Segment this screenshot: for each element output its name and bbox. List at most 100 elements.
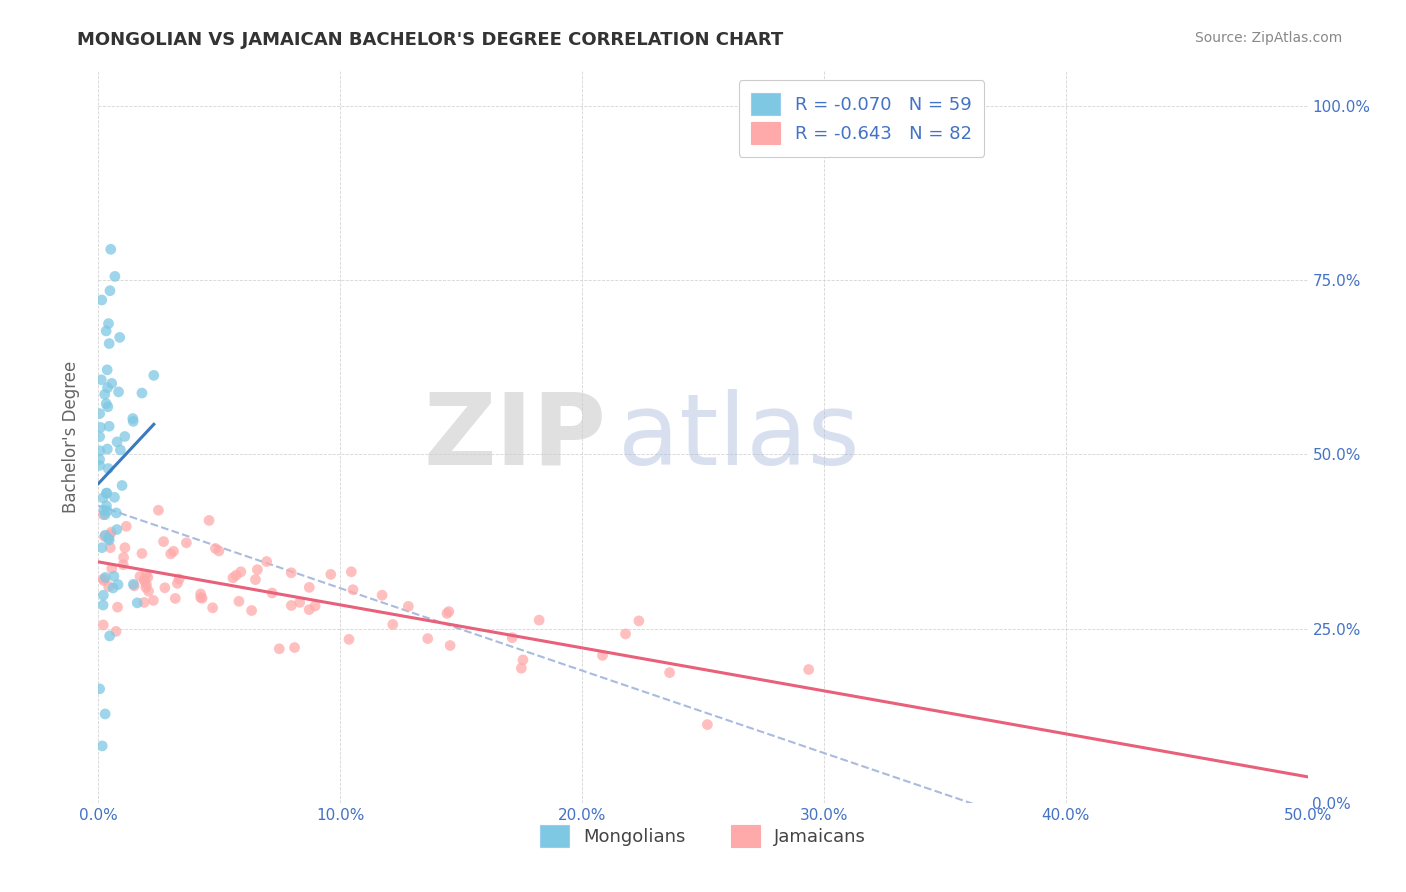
Point [510, 661, 533, 675]
Point [381, 617, 404, 632]
Point [190, 591, 212, 605]
Point [138, 584, 160, 599]
Point [501, 631, 523, 645]
Point [91, 508, 114, 522]
Point [129, 569, 152, 583]
Point [89, 420, 111, 434]
Point [269, 641, 291, 656]
Point [94, 528, 117, 542]
Point [112, 558, 135, 572]
Point [245, 573, 267, 587]
Point [134, 574, 156, 588]
Point [191, 591, 214, 606]
Point [142, 368, 165, 383]
Point [262, 586, 284, 600]
Point [91, 618, 114, 632]
Point [201, 600, 224, 615]
Point [416, 632, 439, 646]
Point [90, 373, 112, 387]
Point [127, 596, 149, 610]
Point [93, 529, 115, 543]
Point [89, 443, 111, 458]
Point [94, 570, 117, 584]
Point [98, 541, 121, 555]
Legend: Mongolians, Jamaicans: Mongolians, Jamaicans [527, 813, 879, 860]
Point [614, 627, 637, 641]
Point [89, 407, 111, 421]
Point [228, 594, 250, 608]
Point [107, 384, 129, 399]
Point [797, 663, 820, 677]
Point [89, 430, 111, 444]
Point [280, 566, 302, 580]
Point [283, 640, 305, 655]
Point [527, 613, 550, 627]
Point [98, 527, 121, 541]
Point [110, 442, 132, 457]
Point [204, 541, 226, 556]
Point [93, 503, 115, 517]
Point [658, 665, 681, 680]
Point [288, 595, 311, 609]
Point [222, 571, 245, 585]
Point [166, 576, 188, 591]
Point [94, 706, 117, 721]
Point [97, 579, 120, 593]
Point [342, 582, 364, 597]
Text: MONGOLIAN VS JAMAICAN BACHELOR'S DEGREE CORRELATION CHART: MONGOLIAN VS JAMAICAN BACHELOR'S DEGREE … [77, 31, 783, 49]
Point [96, 363, 118, 377]
Point [91, 739, 114, 753]
Point [198, 513, 221, 527]
Point [93, 574, 115, 588]
Point [225, 568, 247, 582]
Point [135, 567, 157, 582]
Point [103, 490, 125, 504]
Point [107, 577, 129, 591]
Point [592, 648, 614, 663]
Text: Source: ZipAtlas.com: Source: ZipAtlas.com [1195, 31, 1343, 45]
Point [108, 330, 131, 344]
Point [190, 587, 212, 601]
Point [97, 400, 120, 414]
Point [98, 533, 121, 547]
Point [100, 561, 122, 575]
Point [96, 486, 118, 500]
Point [89, 458, 111, 473]
Point [439, 639, 461, 653]
Point [298, 580, 321, 594]
Point [240, 603, 263, 617]
Point [96, 486, 118, 500]
Point [89, 452, 111, 467]
Point [91, 598, 114, 612]
Point [112, 550, 135, 565]
Point [176, 536, 198, 550]
Point [122, 414, 145, 428]
Point [111, 478, 134, 492]
Point [104, 269, 127, 284]
Point [131, 386, 153, 401]
Point [97, 381, 120, 395]
Point [115, 519, 138, 533]
Point [304, 599, 326, 613]
Point [135, 577, 157, 591]
Point [142, 593, 165, 607]
Point [107, 600, 129, 615]
Point [437, 605, 460, 619]
Point [131, 546, 153, 560]
Point [98, 629, 121, 643]
Point [98, 336, 121, 351]
Point [93, 588, 115, 602]
Point [105, 624, 128, 639]
Point [122, 577, 145, 591]
Point [91, 572, 114, 586]
Point [280, 599, 302, 613]
Point [152, 534, 174, 549]
Y-axis label: Bachelor's Degree: Bachelor's Degree [62, 361, 80, 513]
Point [96, 442, 118, 456]
Point [246, 563, 269, 577]
Point [162, 544, 184, 558]
Point [94, 324, 117, 338]
Point [98, 284, 121, 298]
Point [105, 506, 128, 520]
Point [105, 434, 128, 449]
